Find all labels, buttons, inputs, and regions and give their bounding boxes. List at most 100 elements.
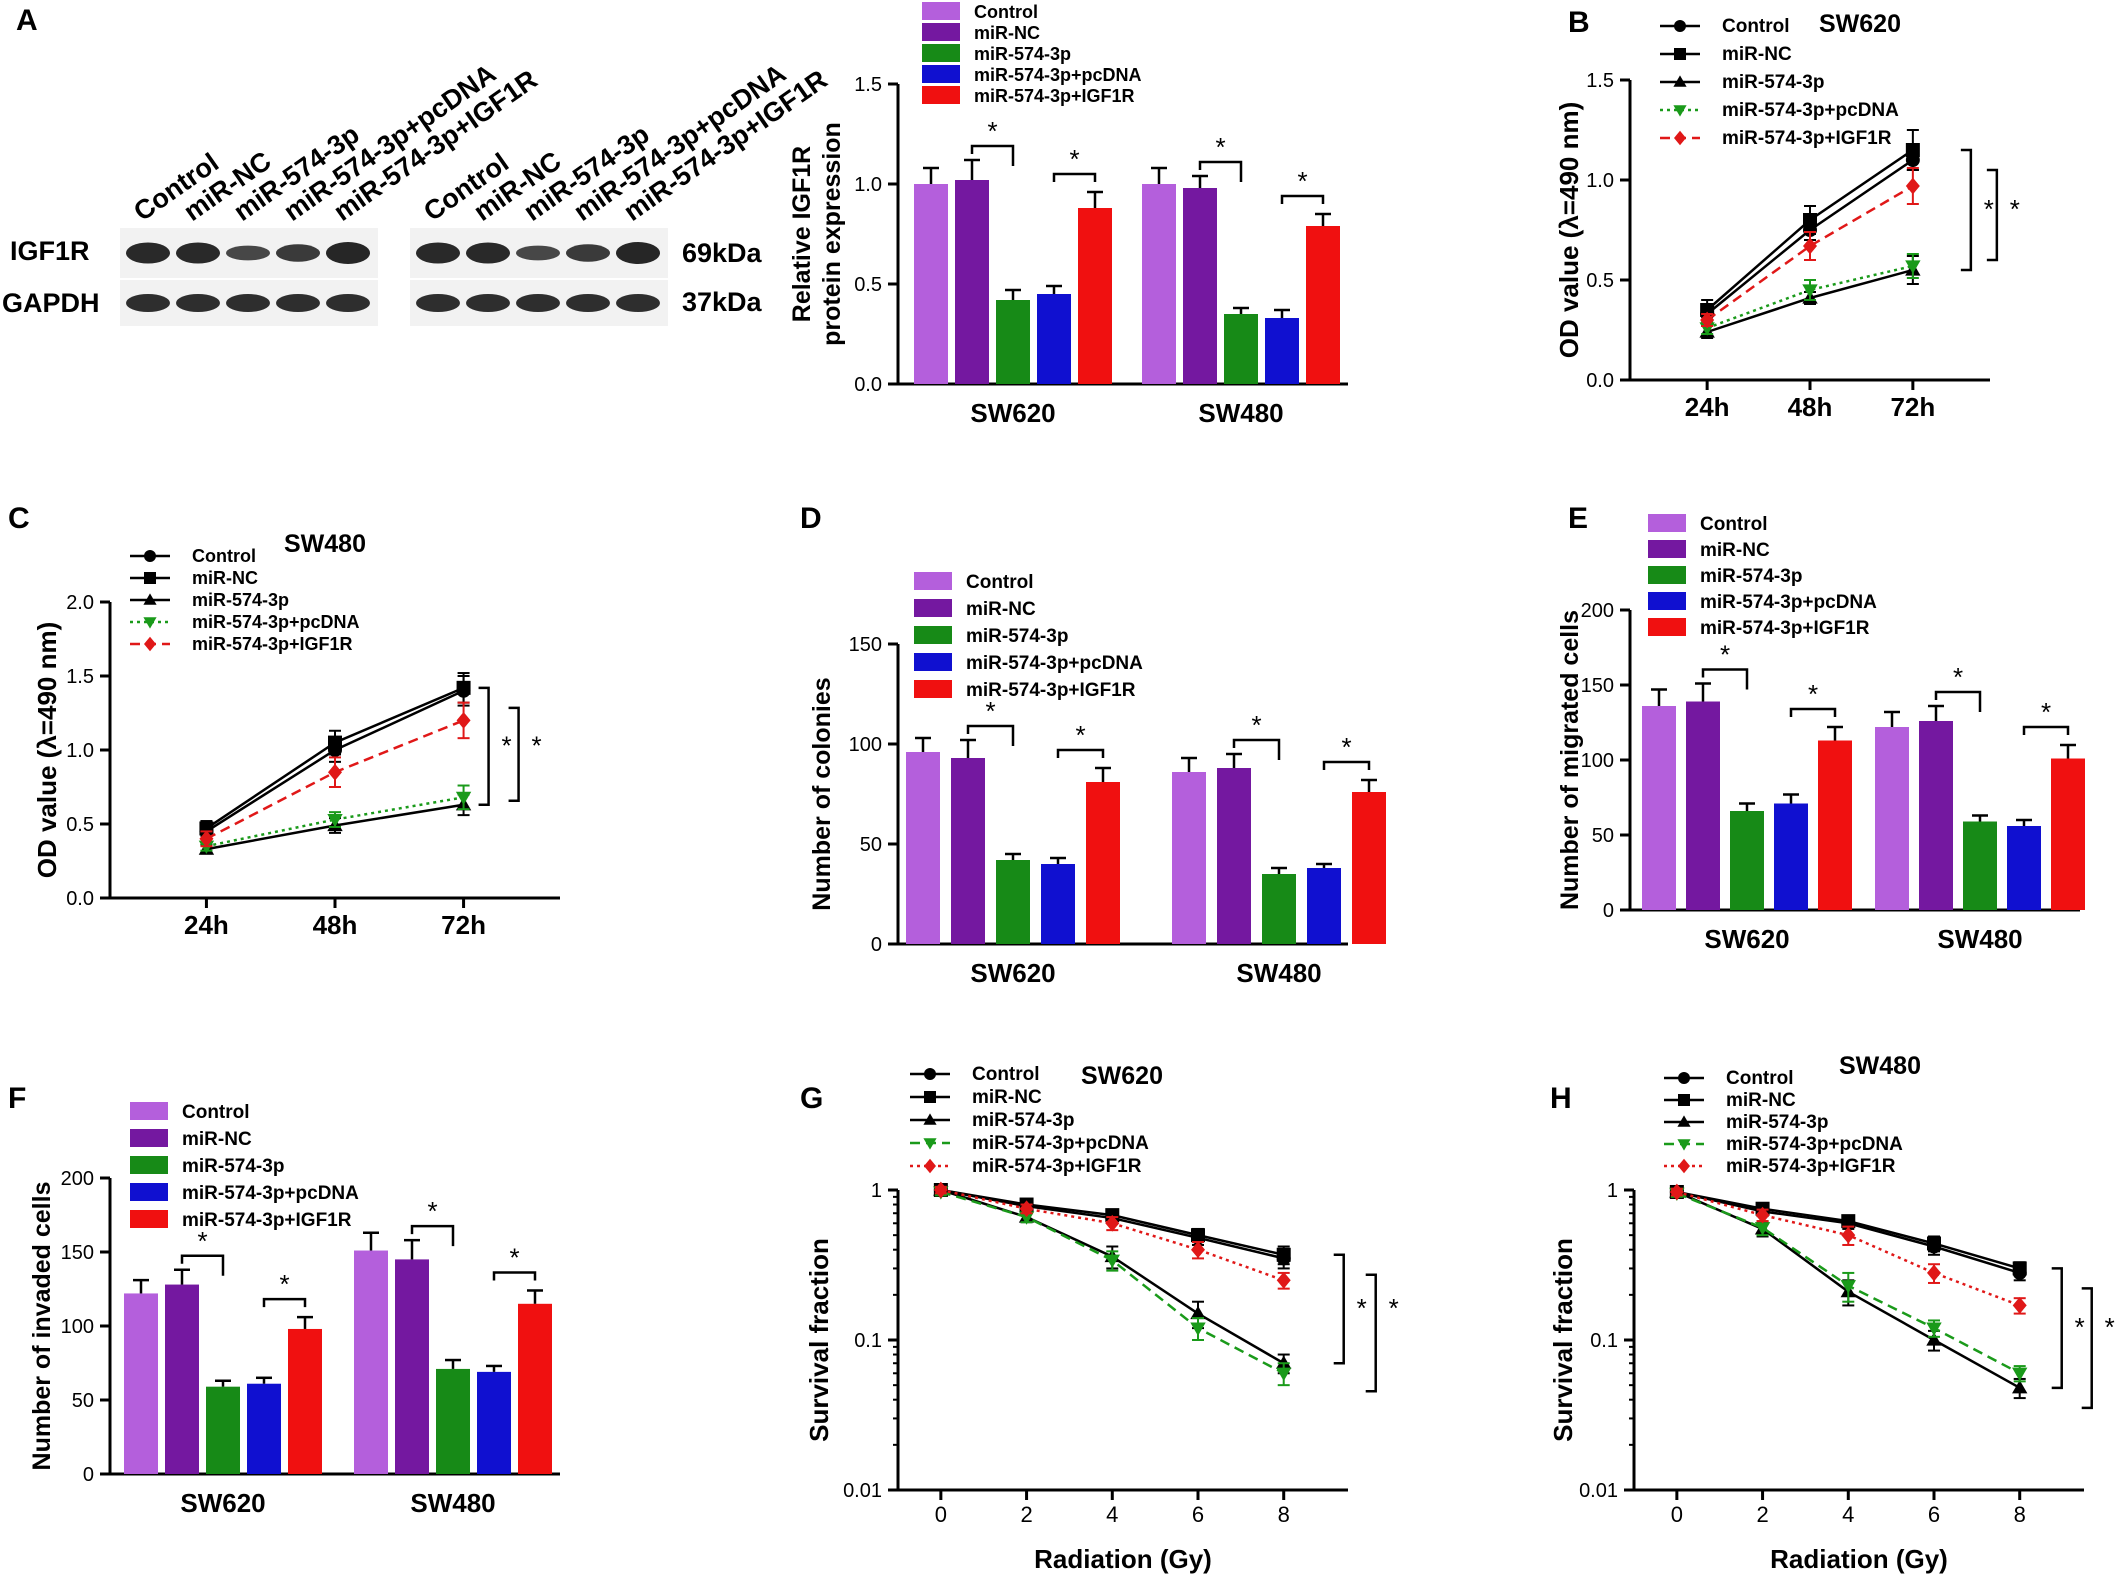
data-point — [1018, 1211, 1035, 1225]
legend-swatch — [1648, 514, 1686, 532]
legend-label: miR-574-3p+pcDNA — [182, 1183, 359, 1204]
blot-band — [566, 244, 610, 262]
bar — [1875, 727, 1909, 910]
y-axis-label: Relative IGF1R — [788, 146, 816, 322]
y-tick-label: 100 — [61, 1316, 94, 1338]
chart-title: SW480 — [1839, 1052, 1921, 1080]
chart-G: 1 0.1 0.01 0 2 4 6 8 Radiation (Gy) Survival frac… — [804, 1062, 1399, 1574]
y-tick-label: 0.0 — [66, 888, 94, 910]
data-point — [1191, 1241, 1205, 1259]
y-tick-label: 1.5 — [1586, 70, 1614, 92]
blot-band — [466, 294, 510, 312]
legend-marker — [144, 550, 156, 562]
legend-label: miR-574-3p+IGF1R — [966, 680, 1136, 701]
legend-label: miR-574-3p+pcDNA — [1700, 592, 1877, 613]
legend-marker — [143, 617, 157, 629]
legend-label: miR-574-3p+pcDNA — [192, 612, 360, 632]
bar — [477, 1371, 511, 1474]
y-tick-label: 200 — [61, 1168, 94, 1190]
y-tick-label: 50 — [860, 834, 882, 856]
legend-label: miR-574-3p — [1726, 1112, 1828, 1133]
legend-label: miR-574-3p+IGF1R — [192, 634, 353, 654]
chart-B: 0.0 0.5 1.0 1.5 24h 48h 72h OD value (λ=490 nm)… — [1554, 10, 2020, 422]
blot-band — [516, 245, 560, 261]
legend-label: miR-574-3p+pcDNA — [974, 65, 1142, 85]
x-tick-label: 8 — [2014, 1502, 2026, 1527]
legend-marker — [923, 1138, 937, 1150]
significance-star: * — [1808, 679, 1818, 709]
y-axis-label: Number of colonies — [808, 677, 836, 910]
y-tick-label: 1.5 — [854, 74, 882, 96]
x-tick-label: 24h — [1685, 392, 1730, 422]
data-point — [1019, 1200, 1034, 1218]
legend-label: Control — [1726, 1068, 1794, 1089]
blot-band — [226, 294, 270, 312]
significance-bracket — [262, 1297, 307, 1308]
significance-star: * — [509, 1242, 519, 1272]
data-point — [1841, 1226, 1856, 1244]
bar — [1919, 721, 1953, 910]
x-tick-label: 2 — [1020, 1502, 1032, 1527]
data-point — [2012, 1297, 2027, 1314]
data-point — [1669, 1183, 1684, 1201]
data-point — [1104, 1254, 1120, 1268]
chart-A: 0.0 0.5 1.0 1.5 Relative IGF1R protein expres… — [788, 2, 1348, 428]
series-line — [1706, 264, 1914, 330]
legend-label: miR-574-3p — [1722, 72, 1824, 93]
legend-label: miR-NC — [1726, 1090, 1796, 1111]
y-tick-label: 200 — [1581, 600, 1614, 622]
legend-swatch — [922, 44, 960, 62]
chart-title: SW620 — [1081, 1062, 1163, 1090]
data-point — [1105, 1214, 1120, 1232]
legend-swatch — [130, 1183, 168, 1201]
data-point — [328, 763, 342, 781]
significance-bracket — [1322, 760, 1371, 770]
legend-swatch — [914, 572, 952, 590]
legend-marker — [1674, 48, 1686, 60]
bar — [247, 1383, 281, 1474]
legend-swatch — [922, 65, 960, 83]
y-tick-label: 150 — [849, 634, 882, 656]
blot-band — [416, 242, 460, 264]
panel-letter-E: E — [1568, 502, 1588, 535]
blot-band — [566, 294, 610, 312]
x-category-label: SW480 — [410, 1488, 495, 1518]
bar — [1078, 208, 1112, 384]
legend-label: miR-NC — [192, 568, 258, 588]
legend-label: miR-574-3p+pcDNA — [1726, 1134, 1903, 1155]
significance-bracket — [2022, 725, 2070, 735]
legend-marker — [1673, 105, 1687, 117]
data-point — [1276, 1247, 1291, 1262]
x-tick-label: 2 — [1756, 1502, 1768, 1527]
data-point — [1927, 1264, 1941, 1282]
legend-marker — [144, 636, 156, 652]
significance-bracket — [478, 686, 490, 807]
significance-star: * — [502, 730, 512, 760]
legend-label: miR-NC — [1700, 540, 1770, 561]
significance-bracket — [1986, 168, 1999, 262]
blot-band — [176, 242, 220, 264]
legend-swatch — [914, 680, 952, 698]
bar — [206, 1386, 240, 1474]
legend-marker — [1674, 130, 1686, 146]
significance-star: * — [987, 116, 997, 146]
legend-label: miR-574-3p — [192, 590, 289, 610]
y-tick-label: 0 — [1603, 900, 1614, 922]
bar — [1037, 294, 1071, 384]
blot-row-label: GAPDH — [2, 288, 100, 318]
significance-star: * — [1251, 710, 1261, 740]
series-line — [206, 796, 464, 848]
legend-label: miR-574-3p — [974, 44, 1071, 64]
legend-swatch — [1648, 592, 1686, 610]
bar — [1086, 782, 1120, 944]
data-point — [1190, 1305, 1206, 1320]
bar — [395, 1259, 429, 1474]
y-tick-label: 0 — [83, 1464, 94, 1486]
significance-star: * — [279, 1269, 289, 1299]
data-point — [1755, 1206, 1770, 1224]
blot-band — [466, 242, 510, 264]
legend-marker — [1677, 1115, 1691, 1127]
panel-letter-G: G — [800, 1082, 823, 1115]
